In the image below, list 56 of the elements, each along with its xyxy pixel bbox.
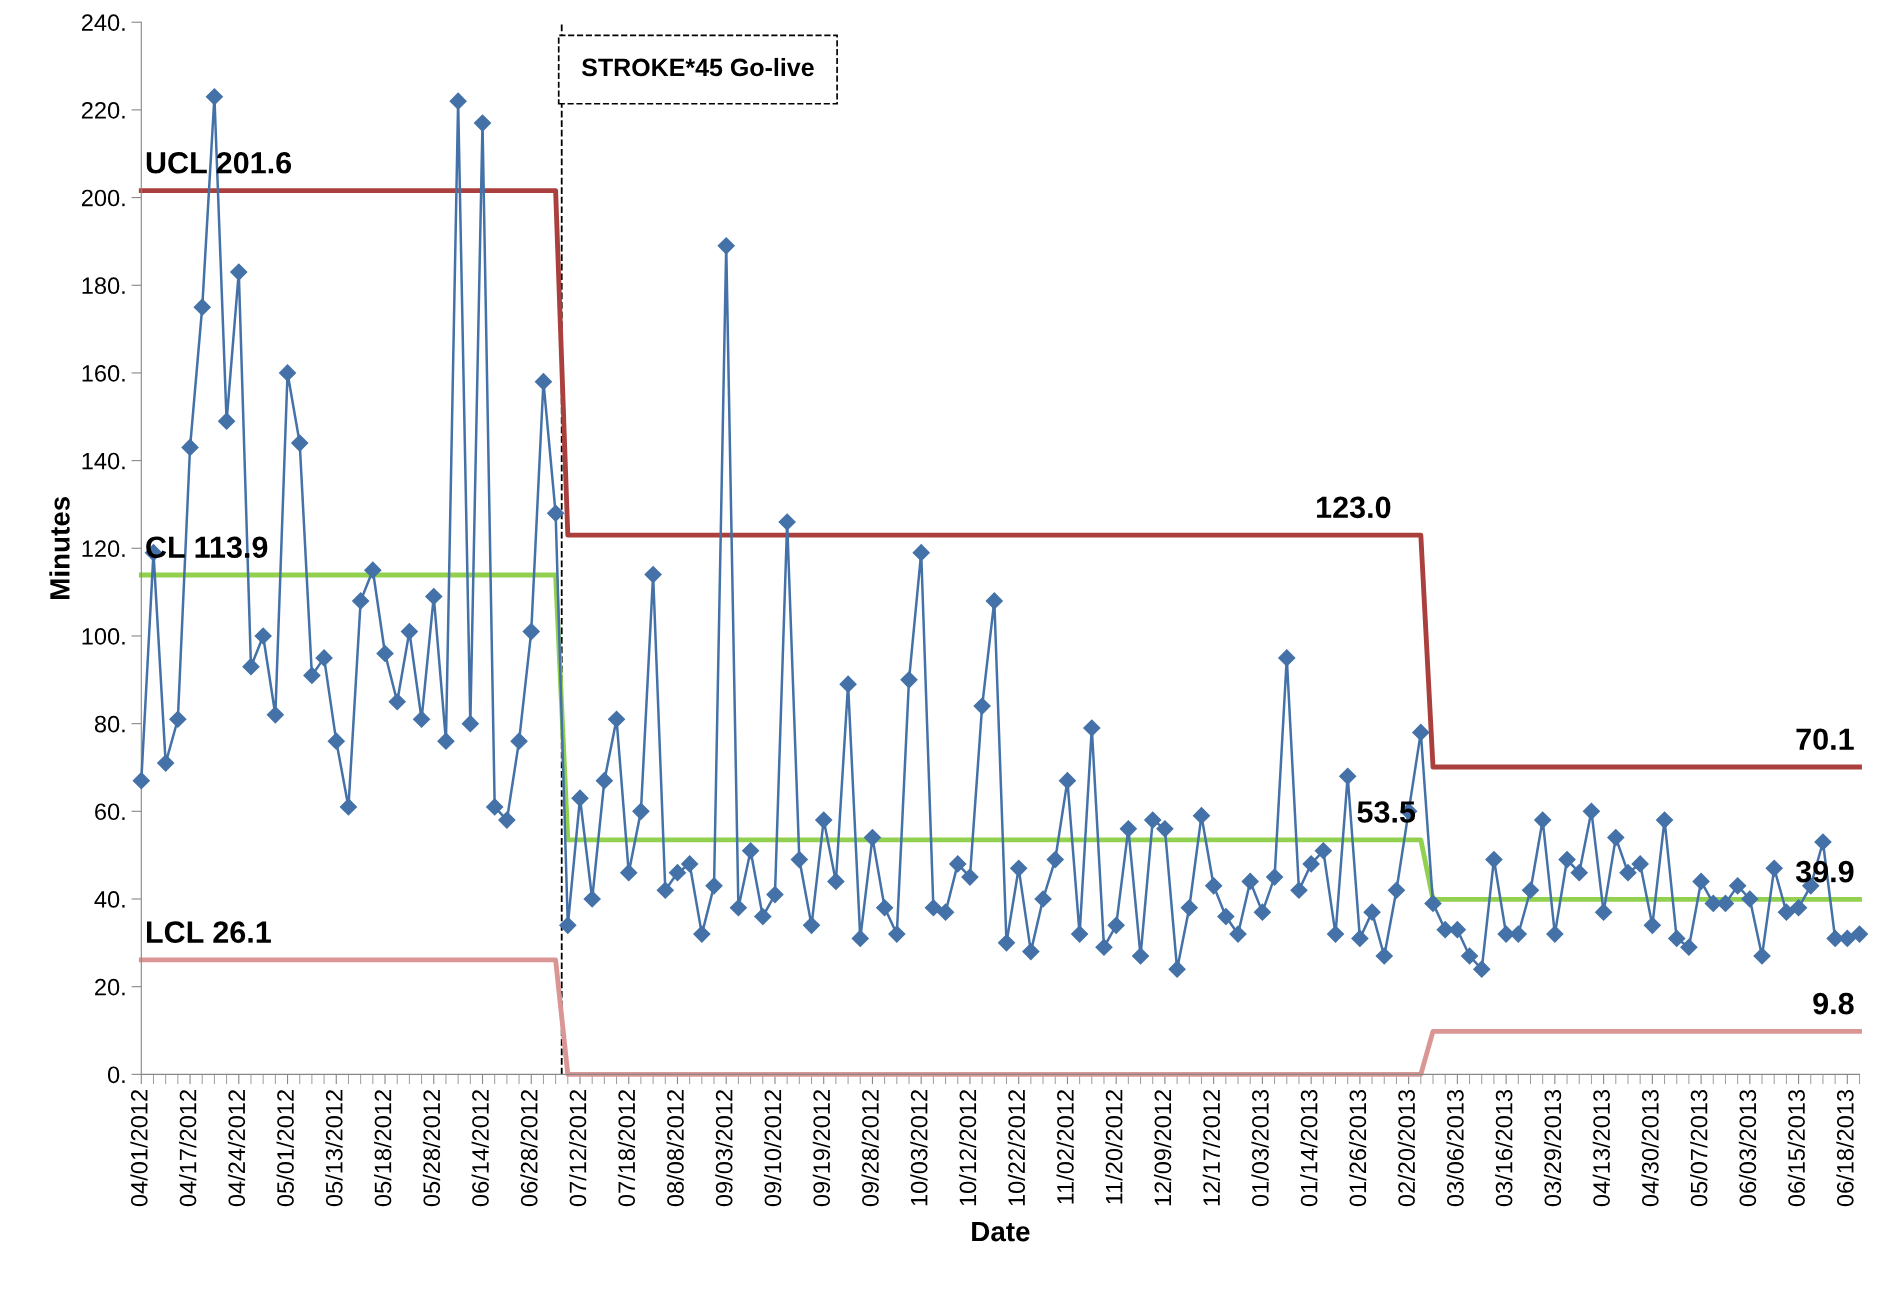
data-label: 9.8 xyxy=(1813,992,1854,1015)
x-tick-label: 04/01/2012 xyxy=(130,1090,148,1207)
x-tick-label: 02/20/2013 xyxy=(1397,1089,1415,1207)
x-tick-label: 10/22/2012 xyxy=(1007,1090,1026,1206)
y-tick-label: 100. xyxy=(82,628,125,645)
x-tick-label: 01/26/2013 xyxy=(1348,1089,1367,1207)
x-tick-label: 01/14/2013 xyxy=(1300,1089,1318,1207)
x-tick-label: 04/17/2012 xyxy=(179,1090,197,1207)
x-tick-label: 08/08/2012 xyxy=(666,1090,684,1207)
x-tick-label: 09/19/2012 xyxy=(812,1090,831,1207)
x-tick-label: 03/29/2013 xyxy=(1543,1089,1562,1207)
x-tick-label: 09/03/2012 xyxy=(715,1090,733,1207)
x-tick-label: 05/18/2012 xyxy=(374,1090,392,1207)
x-tick-label: 04/30/2013 xyxy=(1641,1089,1659,1207)
x-tick-label: 09/10/2012 xyxy=(763,1090,782,1207)
x-tick-label: 06/18/2013 xyxy=(1836,1089,1854,1207)
x-tick-label: 04/24/2012 xyxy=(227,1090,246,1207)
x-tick-label: 12/09/2012 xyxy=(1153,1090,1172,1206)
x-axis-title: Date xyxy=(972,1222,1030,1242)
x-tick-label: 07/12/2012 xyxy=(568,1090,587,1207)
y-tick-label: 140. xyxy=(82,452,125,470)
x-tick-label: 09/28/2012 xyxy=(861,1090,879,1207)
x-tick-label: 06/14/2012 xyxy=(471,1090,489,1207)
x-tick-label: 10/12/2012 xyxy=(958,1090,977,1206)
x-tick-label: 07/18/2012 xyxy=(617,1090,636,1207)
y-tick-label: 0. xyxy=(107,1066,125,1084)
x-tick-label: 05/28/2012 xyxy=(422,1090,441,1207)
x-tick-label: 11/02/2012 xyxy=(1056,1090,1074,1204)
y-tick-label: 20. xyxy=(95,978,125,996)
data-label: LCL 26.1 xyxy=(147,921,271,943)
x-tick-label: 05/07/2013 xyxy=(1690,1089,1708,1207)
y-tick-label: 180. xyxy=(82,277,125,295)
x-tick-label: 06/15/2013 xyxy=(1787,1089,1805,1207)
x-tick-label: 10/03/2012 xyxy=(910,1090,928,1206)
y-tick-label: 120. xyxy=(82,540,125,558)
x-tick-label: 06/03/2013 xyxy=(1738,1089,1757,1207)
x-tick-label: 05/01/2012 xyxy=(276,1090,294,1207)
x-tick-label: 11/20/2012 xyxy=(1105,1090,1123,1204)
y-tick-label: 200. xyxy=(81,189,125,207)
data-label: 70.1 xyxy=(1796,728,1854,751)
y-tick-label: 60. xyxy=(95,803,125,821)
x-tick-label: 03/16/2013 xyxy=(1495,1089,1513,1207)
y-tick-label: 160. xyxy=(82,365,125,382)
y-axis-title: Minutes xyxy=(49,496,70,599)
x-tick-label: 01/03/2013 xyxy=(1251,1089,1269,1207)
data-label: 123.0 xyxy=(1317,496,1391,519)
y-tick-label: 40. xyxy=(94,891,125,908)
y-tick-label: 220. xyxy=(81,101,125,119)
x-tick-label: 12/17/2012 xyxy=(1202,1090,1220,1206)
y-tick-label: 80. xyxy=(94,715,125,733)
x-tick-label: 06/28/2012 xyxy=(520,1090,538,1207)
annotation: STROKE*45 Go-live xyxy=(581,57,814,77)
x-tick-label: 03/06/2013 xyxy=(1446,1089,1464,1207)
x-tick-label: 04/13/2013 xyxy=(1592,1089,1610,1207)
x-tick-label: 05/13/2012 xyxy=(325,1090,343,1207)
y-tick-label: 240. xyxy=(81,14,125,32)
